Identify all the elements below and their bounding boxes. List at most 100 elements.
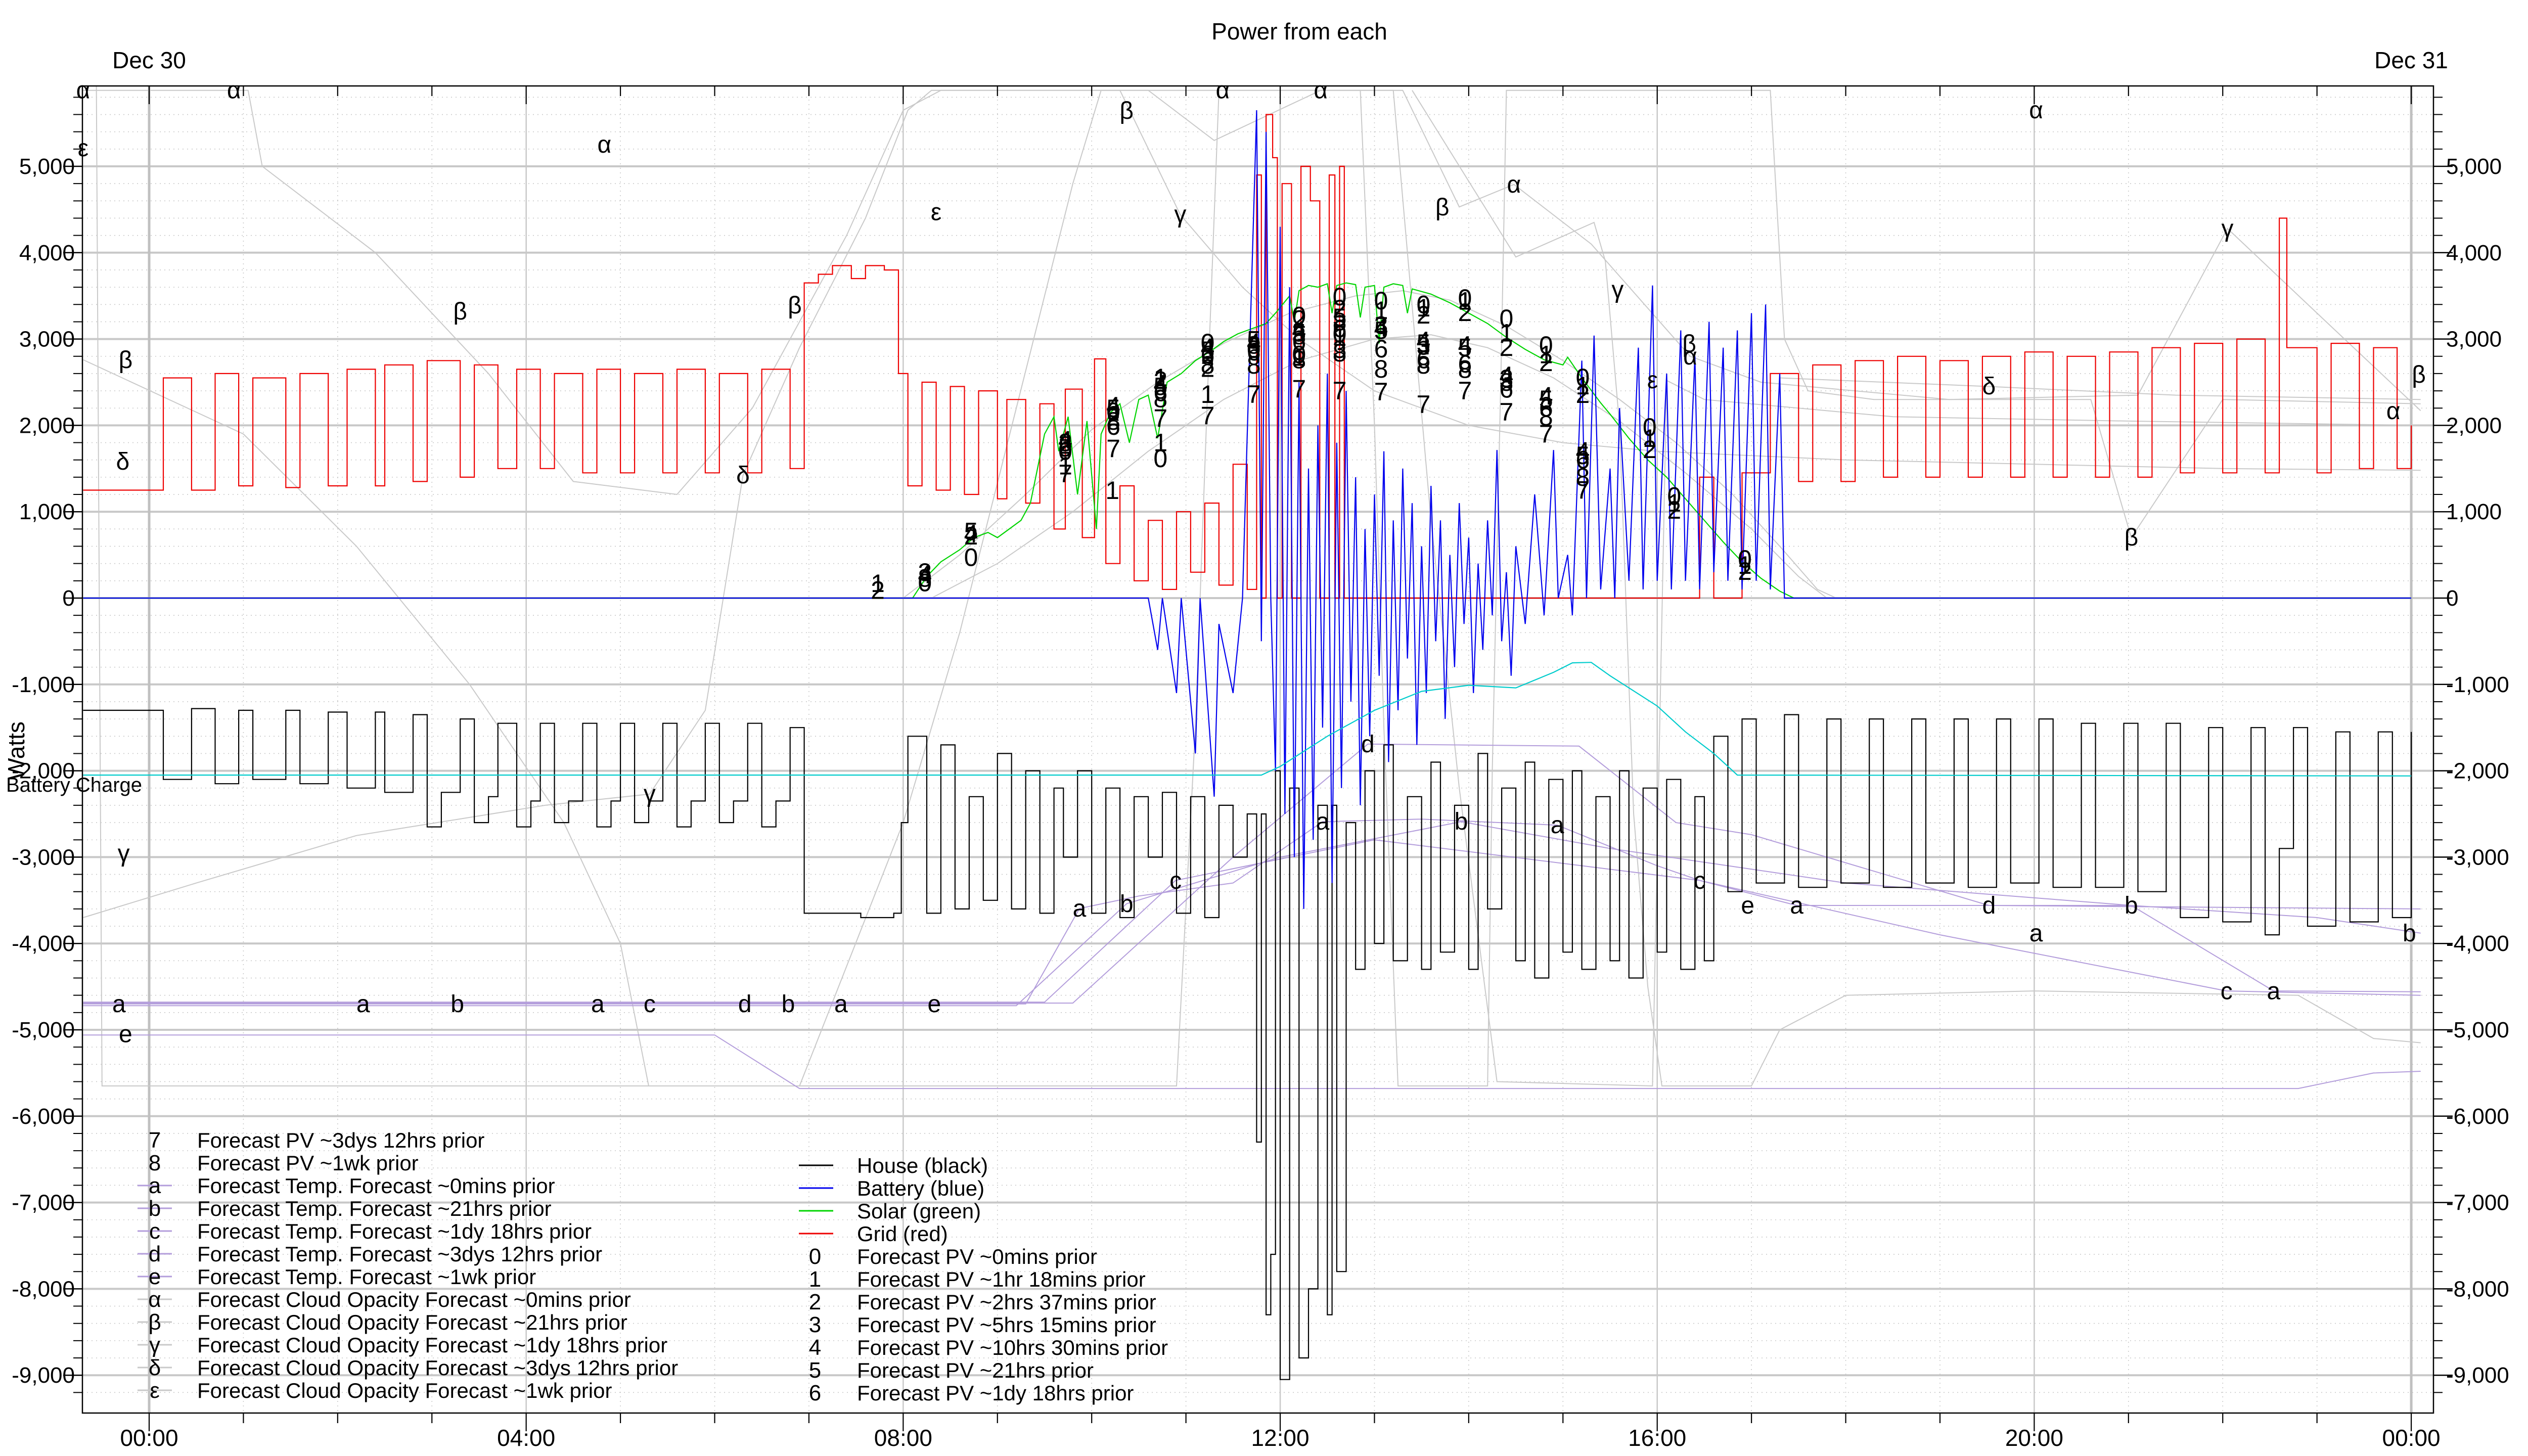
annotation-digit: 5	[1539, 385, 1553, 414]
cloud-opacity-forecast-line	[83, 89, 2421, 495]
annotation-letter: a	[1790, 892, 1803, 919]
annotation-digit: 5	[1153, 373, 1167, 401]
annotation-digit: 1	[1201, 380, 1215, 408]
legend-label: Solar (green)	[857, 1199, 981, 1223]
annotation-letter: a	[2029, 920, 2043, 947]
temp-forecast-line	[83, 839, 2421, 1003]
temp-forecast-line	[83, 821, 2421, 1007]
annotation-digit: 2	[1643, 435, 1657, 464]
y-tick-label-left: -3,000	[12, 845, 75, 870]
annotation-digit: 0	[1643, 413, 1657, 441]
annotation-digit: 8	[1333, 307, 1347, 336]
annotation-digit: 2	[1667, 496, 1681, 524]
annotation-digit: 4	[1247, 328, 1261, 356]
annotation-digit: 6	[1374, 335, 1388, 363]
y-tick-label-left: -4,000	[12, 931, 75, 956]
annotation-digit: 2	[1201, 354, 1215, 383]
annotation-digit: 6	[1247, 338, 1261, 366]
annotation-digit: 7	[1416, 390, 1430, 419]
legend-glyph: 2	[809, 1290, 821, 1314]
annotation-digit: 8	[1292, 322, 1306, 350]
date-label-left: Dec 30	[112, 47, 186, 73]
annotation-digit: 4	[1058, 426, 1072, 454]
annotation-digit: 5	[1106, 394, 1120, 423]
x-tick-label: 12:00	[1251, 1425, 1309, 1451]
annotation-letter: d	[738, 991, 752, 1018]
annotation-digit: 0	[1247, 335, 1261, 363]
annotation-letter: α	[1507, 171, 1521, 198]
date-label-right: Dec 31	[2374, 47, 2448, 73]
legend-glyph: 6	[809, 1381, 821, 1405]
annotation-digit: 4	[1458, 331, 1472, 359]
annotation-digit: 1	[1539, 340, 1553, 369]
annotation-digit: 3	[1416, 332, 1430, 360]
annotation-letter: d	[1982, 892, 1996, 919]
y-tick-label-left: 1,000	[19, 499, 75, 524]
annotation-digit: 4	[918, 561, 932, 589]
legend-glyph: c	[149, 1219, 160, 1244]
annotation-digit: 7	[1539, 420, 1553, 448]
annotation-digit: 2	[1576, 380, 1590, 408]
y-tick-label-left: 3,000	[19, 327, 75, 352]
annotation-letter: b	[782, 991, 795, 1018]
cloud-opacity-forecast-line	[83, 89, 2421, 1086]
legend-glyph: a	[149, 1173, 161, 1198]
annotation-letter: a	[834, 991, 848, 1018]
annotation-digit: 8	[918, 564, 932, 593]
annotation-digit: 5	[1333, 303, 1347, 332]
annotation-digit: 4	[964, 520, 978, 548]
legend-label: Forecast PV ~10hrs 30mins prior	[857, 1336, 1168, 1359]
x-tick-label: 00:00	[2382, 1425, 2441, 1451]
annotation-digit: 6	[1576, 446, 1590, 474]
annotation-digit: 0	[1374, 287, 1388, 315]
legend-glyph: γ	[149, 1333, 160, 1357]
annotation-letter: e	[119, 1021, 132, 1048]
legend-glyph: 0	[809, 1244, 821, 1269]
annotation-digit: 8	[1247, 351, 1261, 379]
y-tick-label-right: -2,000	[2446, 759, 2509, 784]
annotation-digit: 2	[1539, 348, 1553, 377]
annotation-digit: 0	[1106, 397, 1120, 426]
annotation-digit: 4	[1201, 334, 1215, 362]
annotation-digit: 0	[1292, 301, 1306, 330]
annotation-letter: e	[928, 991, 941, 1018]
series-battery	[83, 110, 2412, 909]
annotation-letter: b	[1120, 891, 1134, 918]
annotation-letter: ε	[931, 199, 941, 226]
annotation-digit: 0	[1153, 444, 1167, 473]
annotation-digit: 1	[1738, 551, 1752, 579]
annotation-letter: a	[356, 991, 370, 1018]
legend-glyph: 3	[809, 1312, 821, 1337]
annotation-digit: 4	[1106, 392, 1120, 420]
annotation-letter: ε	[1647, 367, 1658, 394]
annotation-digit: 4	[1576, 437, 1590, 466]
annotation-digit: 8	[1292, 346, 1306, 374]
legend-label: Forecast PV ~1wk prior	[197, 1151, 419, 1175]
annotation-digit: 3	[1058, 429, 1072, 457]
y-tick-label-right: -7,000	[2446, 1191, 2509, 1215]
legend-label: Forecast Temp. Forecast ~21hrs prior	[197, 1197, 552, 1220]
temp-forecast-line	[83, 1034, 2421, 1089]
legend-glyph: 7	[149, 1128, 161, 1153]
annotation-digit: 6	[1153, 378, 1167, 406]
annotation-letter: δ	[1982, 373, 1996, 400]
annotation-digit: 8	[1416, 351, 1430, 379]
annotation-letter: c	[1694, 868, 1706, 894]
annotation-digit: 5	[1247, 326, 1261, 354]
annotation-digit: 7	[1201, 402, 1215, 430]
x-tick-label: 16:00	[1628, 1425, 1686, 1451]
legend-glyph: ε	[150, 1378, 160, 1403]
annotation-digit: 0	[1333, 320, 1347, 348]
annotation-letter: c	[1169, 868, 1182, 894]
annotation-letter: ε	[78, 135, 88, 162]
annotation-letter: e	[1741, 892, 1754, 919]
annotation-digit: 0	[1292, 340, 1306, 369]
annotation-digit: 5	[1576, 441, 1590, 470]
legend-label: House (black)	[857, 1154, 988, 1177]
y-tick-label-right: 4,000	[2446, 241, 2502, 265]
annotation-digit: 4	[1153, 370, 1167, 398]
y-tick-label-right: -8,000	[2446, 1277, 2509, 1301]
annotation-digit: 5	[1416, 329, 1430, 357]
annotation-digit: 5	[1201, 336, 1215, 365]
legend-label: Battery (blue)	[857, 1176, 984, 1200]
